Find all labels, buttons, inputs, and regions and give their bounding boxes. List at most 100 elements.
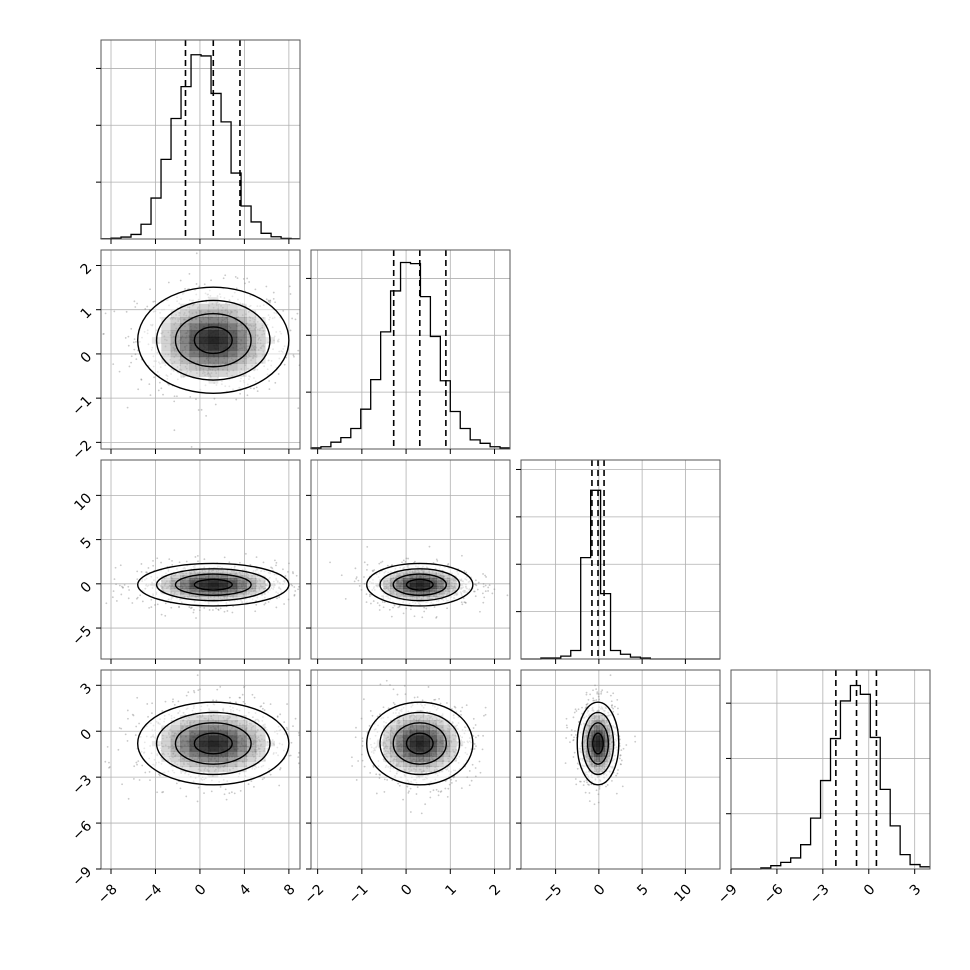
scatter-point [472, 717, 475, 720]
density-cell [236, 593, 247, 597]
scatter-point [170, 606, 173, 609]
density-cell [236, 586, 247, 589]
scatter-point [250, 780, 253, 783]
density-cell [218, 323, 228, 331]
density-cell [189, 751, 200, 757]
scatter-point [249, 563, 252, 566]
density-cell [180, 735, 190, 742]
scatter-point [113, 310, 116, 313]
x-tick-label: −4 [139, 881, 165, 907]
density-cell [236, 575, 247, 579]
scatter-point [137, 388, 140, 391]
scatter-point [235, 701, 237, 704]
scatter-point [372, 570, 374, 572]
scatter-point [288, 562, 290, 565]
density-cell [236, 330, 247, 338]
density-cell [227, 735, 238, 742]
scatter-point [156, 791, 159, 794]
scatter-point [187, 691, 190, 694]
y-tick-label: −3 [69, 772, 95, 798]
scatter-point [488, 584, 491, 586]
scatter-point [433, 606, 436, 608]
scatter-point [481, 592, 484, 595]
density-cell [180, 330, 190, 338]
density-cell [199, 370, 209, 377]
scatter-point [138, 779, 141, 781]
scatter-point [203, 607, 206, 609]
scatter-point [461, 706, 464, 709]
density-cell [443, 588, 450, 592]
scatter-point [272, 297, 275, 300]
density-cell [246, 363, 257, 371]
scatter-point [473, 590, 475, 593]
density-cell [246, 725, 257, 731]
scatter-point [378, 773, 381, 776]
axes-frame [100, 459, 301, 660]
scatter-point [115, 583, 117, 586]
density-cell [423, 591, 431, 595]
scatter-point [152, 564, 155, 567]
density-cell [423, 596, 431, 600]
density-cell [218, 330, 228, 338]
density-cell [199, 575, 209, 579]
scatter-point [159, 774, 161, 777]
scatter-point [387, 707, 390, 710]
scatter-point [302, 384, 304, 386]
density-cell [246, 343, 257, 351]
x-tick-label: −6 [761, 881, 787, 907]
density-cell [236, 356, 247, 364]
density-layer [350, 679, 487, 815]
scatter-point [294, 590, 297, 592]
scatter-point [333, 778, 335, 780]
scatter-point [393, 604, 396, 607]
scatter-point [120, 585, 123, 588]
density-cell [436, 583, 444, 587]
scatter-point [397, 782, 400, 785]
scatter-point [263, 709, 266, 712]
scatter-point [294, 318, 297, 321]
scatter-point [112, 590, 115, 593]
scatter-point [239, 789, 242, 792]
scatter-point [118, 727, 121, 729]
scatter-point [111, 596, 114, 599]
density-panel-3-1: −2 −1 0 1 2 [301, 669, 511, 907]
density-cell [218, 363, 228, 371]
scatter-point [475, 745, 477, 748]
scatter-point [379, 683, 382, 686]
scatter-point [437, 790, 440, 793]
density-cell [208, 746, 219, 752]
scatter-point [436, 559, 439, 562]
contour-line [155, 711, 271, 776]
scatter-point [355, 779, 358, 781]
contour-line [193, 326, 233, 355]
contour-line [174, 722, 252, 765]
density-cell [199, 363, 209, 371]
density-cell [416, 586, 424, 589]
scatter-point [87, 600, 89, 602]
scatter-point [405, 557, 408, 560]
axes-frame [100, 39, 301, 240]
scatter-point [261, 707, 264, 710]
density-cell [389, 578, 397, 582]
scatter-point [126, 406, 129, 409]
density-cell [180, 751, 190, 757]
density-cell [429, 570, 437, 574]
scatter-point [253, 387, 255, 390]
density-cell [255, 751, 266, 757]
scatter-point [279, 713, 282, 716]
density-cell [429, 591, 437, 595]
scatter-point [148, 606, 151, 609]
contour-line [379, 568, 461, 602]
y-tick-label: −6 [69, 818, 95, 844]
scatter-point [161, 710, 164, 712]
scatter-point [223, 556, 226, 559]
scatter-point [358, 585, 361, 587]
density-cell [443, 580, 450, 584]
scatter-point [212, 609, 214, 611]
density-cell [218, 336, 228, 344]
density-cell [180, 593, 190, 597]
density-cell [403, 570, 411, 574]
scatter-point [409, 811, 412, 813]
density-cell [199, 730, 209, 737]
scatter-point [213, 397, 216, 400]
